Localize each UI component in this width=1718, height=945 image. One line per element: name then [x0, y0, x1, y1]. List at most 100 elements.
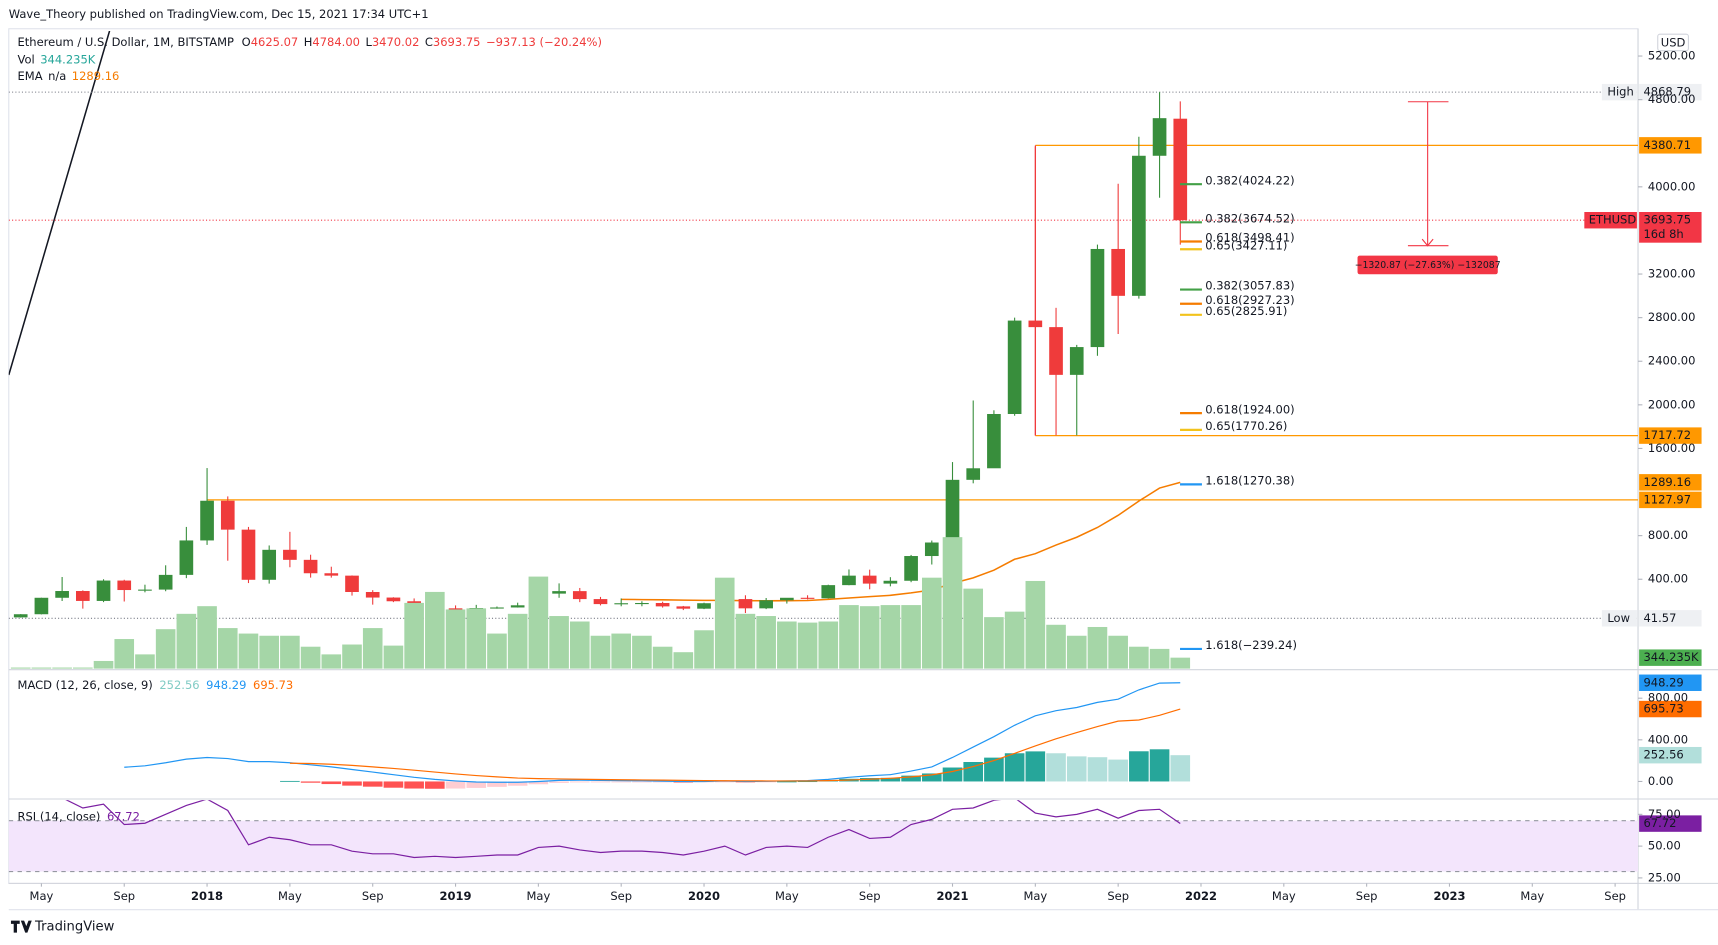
macd-histogram-bar	[963, 762, 984, 782]
macd-histogram-bar	[797, 781, 818, 783]
candle-body	[303, 559, 318, 574]
axis-label-box	[1639, 815, 1702, 832]
fib-label: 0.382(4024.22)	[1205, 173, 1294, 187]
volume-bar	[549, 616, 569, 669]
candle-body	[13, 614, 28, 618]
high-tag	[1601, 83, 1637, 101]
y-tick-label: 400.00	[1648, 732, 1688, 746]
macd-histogram-bar	[942, 767, 963, 782]
macd-histogram-bar	[652, 781, 673, 783]
legend-key: L	[365, 34, 372, 48]
macd-histogram-bar	[280, 780, 300, 782]
volume-bar	[73, 667, 93, 669]
legend-value: 3470.02	[372, 34, 420, 48]
candle-body	[1173, 118, 1188, 221]
legend-macd: MACD (12, 26, close, 9) 252.56 948.29 695.7…	[18, 678, 294, 692]
candle-body	[117, 580, 132, 591]
legend-value: 252.56	[159, 678, 199, 692]
macd-histogram-bar	[632, 781, 652, 783]
candle-body	[158, 574, 173, 590]
candle-body	[862, 575, 877, 584]
trend-line	[8, 30, 111, 376]
legend-title: Ethereum / U.S. Dollar, 1M, BITSTAMP	[18, 34, 234, 48]
volume-bar	[135, 654, 155, 669]
legend-main: Ethereum / U.S. Dollar, 1M, BITSTAMP O462…	[18, 34, 602, 48]
axis-label: 252.56	[1643, 748, 1683, 762]
x-tick-label: 2023	[1433, 889, 1465, 903]
overlay: High 4868.79 Low 41.57 4380.71 1717.72 1127.97…	[1584, 83, 1702, 832]
y-tick-label: 1600.00	[1648, 441, 1696, 455]
volume-bar	[1087, 626, 1108, 669]
candle-body	[179, 540, 194, 575]
ema-line	[621, 481, 1181, 602]
volume-bar	[859, 606, 880, 669]
candle-body	[635, 603, 649, 605]
volume-bar	[1025, 580, 1046, 669]
candle-body	[1132, 155, 1146, 296]
macd-histogram-bar	[901, 775, 921, 782]
y-tick-label: 800.00	[1648, 528, 1688, 542]
volume-bar	[507, 613, 528, 669]
x-tick-label: 2018	[191, 889, 223, 903]
axis-label-box	[1639, 212, 1702, 243]
volume-bar	[673, 652, 694, 669]
macd-histogram-bar	[756, 781, 776, 783]
volume-bar	[1004, 611, 1025, 669]
volume-bar	[404, 602, 424, 669]
macd-histogram-bar	[921, 773, 942, 782]
macd-histogram-bar	[984, 757, 1004, 782]
candle-body	[759, 600, 773, 609]
x-tick-label: 2021	[936, 889, 968, 903]
axis-label-box	[1639, 474, 1702, 491]
macd-histogram-bar	[507, 781, 528, 786]
macd-histogram-bar	[1149, 749, 1170, 782]
legend-key: n/a	[48, 68, 66, 82]
macd-histogram-bar	[590, 781, 611, 783]
x-tick-label: May	[526, 889, 550, 903]
y-tick-label: 2000.00	[1648, 397, 1696, 411]
legend-value: 3693.75	[433, 34, 481, 48]
candle-body	[572, 591, 587, 600]
volume-bar	[797, 622, 818, 669]
volume-bar	[735, 613, 756, 669]
candle-body	[262, 549, 277, 580]
axis-label: 4380.71	[1643, 138, 1691, 152]
high-tag-label: High	[1607, 85, 1633, 99]
fib-label: 1.618(1270.38)	[1205, 474, 1294, 488]
volume-bar	[942, 537, 963, 669]
countdown: 16d 8h	[1643, 227, 1683, 241]
axis-label: 3693.75	[1643, 213, 1691, 227]
macd-histogram-bar	[611, 781, 632, 783]
y-tick-label: 75.00	[1648, 807, 1681, 821]
volume-bar	[155, 629, 176, 669]
fib-label: 0.65(3427.11)	[1205, 238, 1287, 252]
macd-histogram-bar	[321, 781, 342, 785]
volume-bar	[487, 633, 507, 669]
volume-bar	[694, 630, 714, 669]
candle-body	[614, 603, 629, 605]
volume-bar	[445, 609, 466, 669]
y-tick-label: 0.00	[1648, 774, 1674, 788]
volume-bar	[383, 645, 404, 669]
volume-bar	[114, 639, 135, 669]
volume-bar	[777, 621, 797, 669]
candle-body	[283, 549, 297, 560]
candle-body	[345, 575, 359, 592]
volume-bar	[528, 576, 549, 669]
volume-bar	[217, 628, 238, 669]
axis-label: 67.72	[1643, 816, 1676, 830]
candle-body	[386, 597, 401, 602]
macd-histogram-bar	[1004, 753, 1025, 782]
low-tag-label: Low	[1607, 611, 1630, 625]
currency[interactable]: USD	[1661, 36, 1686, 50]
y-tick-label: 4800.00	[1648, 92, 1696, 106]
rsi-band	[8, 820, 1639, 872]
symbol-tag-label: ETHUSD	[1589, 213, 1637, 227]
candle-body	[1152, 118, 1167, 156]
currency-box[interactable]	[1657, 33, 1689, 52]
macd-histogram-bar	[1025, 751, 1046, 782]
axis-label: 948.29	[1643, 675, 1683, 689]
fib-label: 0.618(3498.41)	[1205, 231, 1294, 245]
volume-bar	[52, 667, 72, 669]
